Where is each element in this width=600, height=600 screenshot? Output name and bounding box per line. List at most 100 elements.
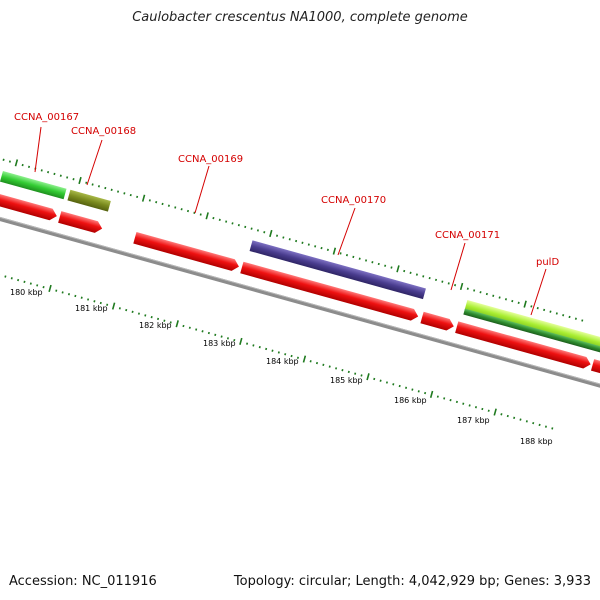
gene-label-ccna-00169[interactable]: CCNA_00169 — [178, 154, 243, 165]
cds-ccna-00167[interactable] — [0, 193, 58, 222]
minor-tick — [295, 239, 298, 243]
feature-puld[interactable] — [464, 300, 600, 356]
minor-tick — [246, 342, 249, 345]
minor-tick — [93, 300, 96, 303]
minor-tick — [392, 383, 395, 386]
minor-tick — [487, 409, 490, 412]
minor-tick — [341, 368, 344, 372]
minor-tick — [167, 204, 170, 207]
minor-tick — [17, 278, 20, 282]
minor-tick — [23, 280, 26, 284]
minor-tick — [36, 284, 39, 287]
minor-tick — [405, 386, 408, 389]
minor-tick — [441, 280, 444, 283]
kbp-label: 187 kbp — [457, 416, 490, 425]
minor-tick — [201, 330, 204, 333]
minor-tick — [347, 370, 350, 374]
cds-ccna-00169[interactable] — [133, 231, 240, 272]
cds-ccna-00168[interactable] — [58, 211, 104, 234]
minor-tick — [53, 172, 56, 176]
minor-tick — [468, 404, 471, 407]
minor-tick — [136, 195, 139, 199]
minor-tick — [125, 308, 128, 312]
minor-tick — [379, 379, 382, 382]
minor-tick — [231, 222, 234, 225]
gene-label-ccna-00167[interactable]: CCNA_00167 — [14, 112, 79, 123]
genome-backbone — [0, 206, 600, 409]
minor-tick — [354, 372, 357, 375]
minor-tick — [148, 199, 151, 202]
minor-tick — [322, 363, 325, 367]
feature-ccna-00167[interactable] — [0, 171, 67, 200]
cds-ccna-00171[interactable] — [420, 311, 455, 332]
minor-tick — [144, 314, 147, 317]
minor-tick — [66, 176, 69, 179]
minor-tick — [544, 425, 547, 428]
gene-label-puld[interactable]: pulD — [536, 257, 559, 268]
minor-tick — [466, 287, 469, 290]
minor-tick — [536, 306, 539, 310]
minor-tick — [186, 209, 190, 213]
minor-tick — [462, 402, 465, 405]
minor-tick — [10, 277, 13, 280]
minor-tick — [301, 241, 304, 244]
minor-tick — [150, 315, 153, 319]
minor-tick — [47, 170, 50, 174]
minor-tick — [117, 190, 120, 193]
gene-label-ccna-00168[interactable]: CCNA_00168 — [71, 126, 136, 137]
minor-tick — [568, 315, 571, 319]
minor-tick — [384, 264, 387, 267]
minor-tick — [500, 413, 503, 416]
minor-tick — [29, 282, 32, 285]
minor-tick — [511, 299, 514, 303]
cds-puld[interactable] — [455, 321, 592, 370]
minor-tick — [434, 278, 438, 282]
minor-tick — [409, 271, 412, 274]
gene-label-ccna-00170[interactable]: CCNA_00170 — [321, 195, 386, 206]
minor-tick — [422, 275, 425, 278]
kbp-label: 182 kbp — [139, 321, 172, 330]
cds-ccna-00170[interactable] — [240, 261, 420, 323]
map-title: Caulobacter crescentus NA1000, complete … — [132, 10, 468, 25]
minor-tick — [519, 418, 522, 421]
minor-tick — [87, 298, 90, 301]
feature-puld-inner[interactable] — [463, 308, 600, 360]
minor-tick — [415, 273, 418, 276]
minor-tick — [309, 360, 312, 363]
minor-tick — [517, 301, 520, 305]
minor-tick — [163, 319, 166, 322]
feature-ccna-00170[interactable] — [249, 240, 426, 300]
minor-tick — [91, 183, 94, 186]
major-tick — [396, 265, 400, 273]
gene-label-ccna-00171[interactable]: CCNA_00171 — [435, 230, 500, 241]
minor-tick — [530, 305, 533, 308]
minor-tick — [296, 356, 299, 359]
minor-tick — [106, 303, 109, 306]
major-tick — [205, 212, 209, 220]
minor-tick — [543, 308, 546, 312]
kbp-label: 185 kbp — [330, 376, 363, 385]
minor-tick — [277, 351, 280, 354]
minor-tick — [218, 218, 221, 222]
topology-text: Topology: circular; Length: 4,042,929 bp… — [233, 574, 591, 589]
minor-tick — [21, 163, 24, 167]
major-tick — [332, 247, 337, 255]
minor-tick — [123, 192, 126, 195]
minor-tick — [4, 275, 7, 278]
minor-tick — [271, 349, 274, 352]
minor-tick — [97, 185, 101, 188]
minor-tick — [449, 398, 452, 402]
minor-tick — [551, 427, 554, 430]
minor-tick — [525, 420, 528, 423]
feature-ccna-00168[interactable] — [67, 189, 111, 212]
minor-tick — [345, 253, 349, 257]
major-tick — [175, 320, 179, 328]
minor-tick — [207, 331, 210, 335]
minor-tick — [428, 276, 431, 280]
minor-tick — [513, 416, 516, 420]
minor-tick — [174, 206, 177, 209]
minor-tick — [403, 269, 406, 273]
inner-tick-row — [0, 273, 554, 430]
minor-tick — [282, 236, 285, 239]
